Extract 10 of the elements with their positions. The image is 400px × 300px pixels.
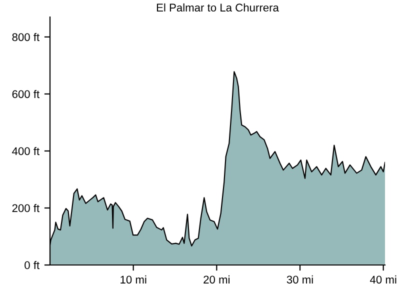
y-tick-label: 400 ft xyxy=(12,146,40,156)
y-tick-label: 0 ft xyxy=(24,260,40,270)
y-tick-label: 600 ft xyxy=(12,90,40,98)
chart-title: El Palmar to La Churrera xyxy=(156,3,279,12)
y-tick-label: 200 ft xyxy=(12,204,40,212)
y-tick-label: 800 ft xyxy=(12,32,40,42)
x-tick-label: 10 mi xyxy=(120,275,146,284)
x-tick-label: 20 mi xyxy=(204,275,230,284)
x-tick-label: 30 mi xyxy=(286,275,313,284)
x-tick-label: 40 mi xyxy=(370,275,396,284)
